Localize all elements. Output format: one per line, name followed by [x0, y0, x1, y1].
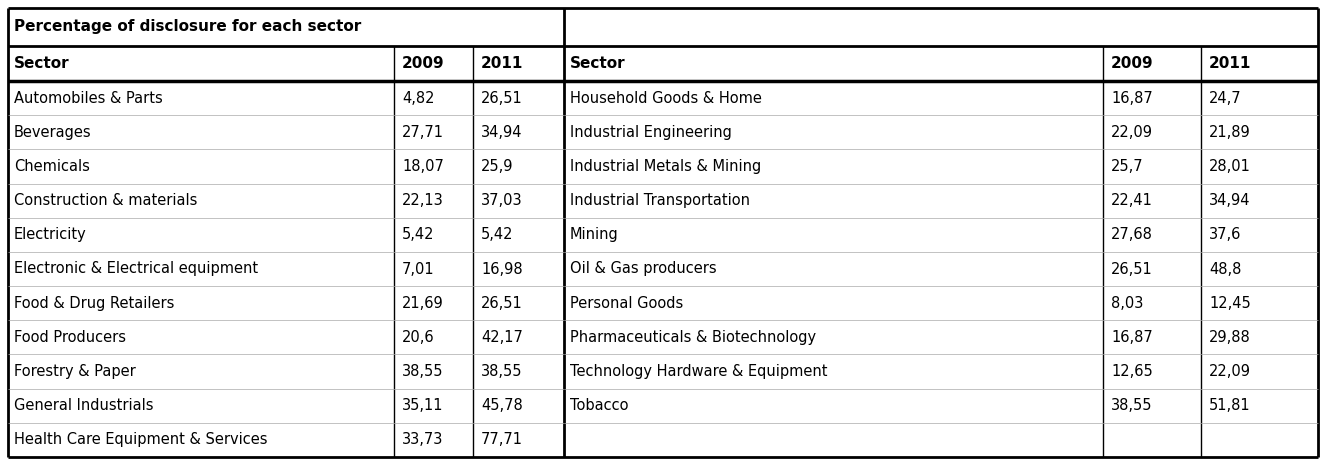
Text: Electronic & Electrical equipment: Electronic & Electrical equipment [15, 261, 259, 277]
Text: Household Goods & Home: Household Goods & Home [570, 91, 762, 106]
Text: 28,01: 28,01 [1209, 159, 1250, 174]
Text: 4,82: 4,82 [402, 91, 435, 106]
Text: 12,45: 12,45 [1209, 296, 1250, 311]
Text: 27,68: 27,68 [1111, 227, 1152, 242]
Text: 26,51: 26,51 [1111, 261, 1152, 277]
Text: 7,01: 7,01 [402, 261, 435, 277]
Text: Food Producers: Food Producers [15, 330, 126, 345]
Text: 26,51: 26,51 [481, 296, 522, 311]
Text: Industrial Engineering: Industrial Engineering [570, 125, 732, 140]
Text: 34,94: 34,94 [481, 125, 522, 140]
Text: 25,7: 25,7 [1111, 159, 1143, 174]
Text: Health Care Equipment & Services: Health Care Equipment & Services [15, 432, 268, 447]
Text: Technology Hardware & Equipment: Technology Hardware & Equipment [570, 364, 827, 379]
Text: 34,94: 34,94 [1209, 193, 1250, 208]
Text: 18,07: 18,07 [402, 159, 444, 174]
Text: 20,6: 20,6 [402, 330, 435, 345]
Text: 38,55: 38,55 [1111, 398, 1152, 413]
Text: Food & Drug Retailers: Food & Drug Retailers [15, 296, 175, 311]
Text: 26,51: 26,51 [481, 91, 522, 106]
Text: 22,09: 22,09 [1209, 364, 1250, 379]
Text: 37,6: 37,6 [1209, 227, 1241, 242]
Text: 12,65: 12,65 [1111, 364, 1152, 379]
Text: 37,03: 37,03 [481, 193, 522, 208]
Text: 2011: 2011 [481, 56, 524, 71]
Text: 45,78: 45,78 [481, 398, 522, 413]
Text: 16,87: 16,87 [1111, 330, 1152, 345]
Text: 2009: 2009 [1111, 56, 1154, 71]
Text: 22,13: 22,13 [402, 193, 444, 208]
Text: Pharmaceuticals & Biotechnology: Pharmaceuticals & Biotechnology [570, 330, 815, 345]
Text: Construction & materials: Construction & materials [15, 193, 198, 208]
Text: 29,88: 29,88 [1209, 330, 1250, 345]
Text: 5,42: 5,42 [481, 227, 513, 242]
Text: Sector: Sector [15, 56, 70, 71]
Text: Automobiles & Parts: Automobiles & Parts [15, 91, 163, 106]
Text: 25,9: 25,9 [481, 159, 513, 174]
Text: Sector: Sector [570, 56, 626, 71]
Text: Industrial Transportation: Industrial Transportation [570, 193, 751, 208]
Text: 22,41: 22,41 [1111, 193, 1152, 208]
Text: Chemicals: Chemicals [15, 159, 90, 174]
Text: 38,55: 38,55 [402, 364, 443, 379]
Text: 24,7: 24,7 [1209, 91, 1241, 106]
Text: 77,71: 77,71 [481, 432, 522, 447]
Text: 51,81: 51,81 [1209, 398, 1250, 413]
Text: 22,09: 22,09 [1111, 125, 1154, 140]
Text: Electricity: Electricity [15, 227, 86, 242]
Text: Industrial Metals & Mining: Industrial Metals & Mining [570, 159, 761, 174]
Text: 33,73: 33,73 [402, 432, 443, 447]
Text: 27,71: 27,71 [402, 125, 444, 140]
Text: Mining: Mining [570, 227, 619, 242]
Text: 42,17: 42,17 [481, 330, 522, 345]
Text: 38,55: 38,55 [481, 364, 522, 379]
Text: 16,87: 16,87 [1111, 91, 1152, 106]
Text: 48,8: 48,8 [1209, 261, 1241, 277]
Text: 8,03: 8,03 [1111, 296, 1143, 311]
Text: 5,42: 5,42 [402, 227, 435, 242]
Text: 2011: 2011 [1209, 56, 1252, 71]
Text: 21,69: 21,69 [402, 296, 444, 311]
Text: 35,11: 35,11 [402, 398, 443, 413]
Text: Beverages: Beverages [15, 125, 91, 140]
Text: 21,89: 21,89 [1209, 125, 1250, 140]
Text: Oil & Gas producers: Oil & Gas producers [570, 261, 716, 277]
Text: 16,98: 16,98 [481, 261, 522, 277]
Text: Forestry & Paper: Forestry & Paper [15, 364, 135, 379]
Text: Tobacco: Tobacco [570, 398, 629, 413]
Text: General Industrials: General Industrials [15, 398, 154, 413]
Text: 2009: 2009 [402, 56, 444, 71]
Text: Percentage of disclosure for each sector: Percentage of disclosure for each sector [15, 20, 361, 34]
Text: Personal Goods: Personal Goods [570, 296, 683, 311]
